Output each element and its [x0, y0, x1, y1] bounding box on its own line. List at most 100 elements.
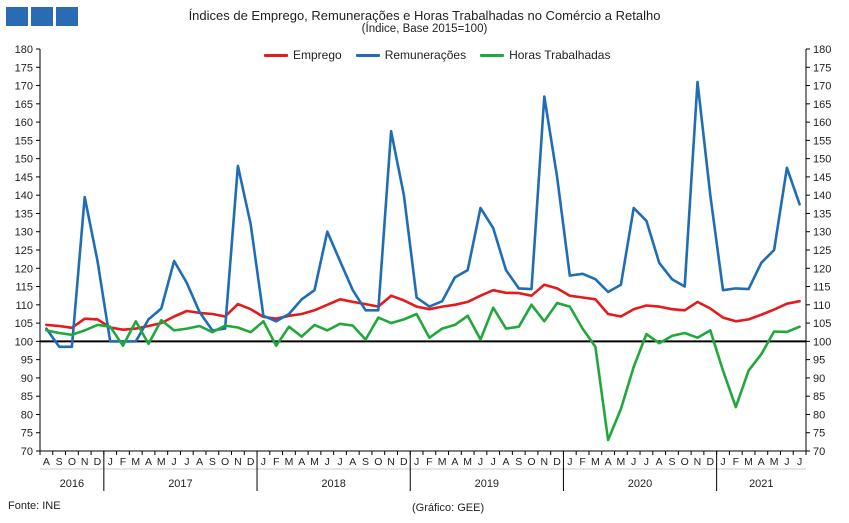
- y-tick-label-right: 70: [813, 446, 825, 458]
- x-tick-label: A: [145, 456, 152, 468]
- y-tick-label-right: 95: [813, 355, 825, 367]
- year-label: 2019: [475, 478, 499, 490]
- x-tick-label: J: [337, 456, 342, 468]
- y-tick-label-left: 100: [15, 336, 33, 348]
- y-tick-label-right: 130: [813, 227, 831, 239]
- x-tick-label: J: [567, 456, 572, 468]
- x-tick-label: J: [491, 456, 496, 468]
- x-tick-label: O: [374, 456, 382, 468]
- x-tick-label: D: [94, 456, 102, 468]
- x-tick-label: J: [720, 456, 725, 468]
- x-tick-label: M: [463, 456, 472, 468]
- logo-block: [31, 7, 53, 26]
- x-tick-label: D: [553, 456, 561, 468]
- y-tick-label-left: 145: [15, 172, 33, 184]
- x-tick-label: N: [387, 456, 395, 468]
- y-tick-label-right: 100: [813, 336, 831, 348]
- legend-label: Horas Trabalhadas: [509, 48, 611, 62]
- y-tick-label-right: 90: [813, 373, 825, 385]
- chart-title: Índices de Emprego, Remunerações e Horas…: [188, 8, 661, 23]
- year-label: 2020: [628, 478, 652, 490]
- y-tick-label-left: 155: [15, 135, 33, 147]
- y-tick-label-left: 80: [21, 409, 33, 421]
- legend-label: Remunerações: [384, 48, 467, 62]
- series-line-horas: [45, 301, 801, 442]
- x-tick-label: M: [438, 456, 447, 468]
- legend-item-emprego: Emprego: [264, 48, 342, 62]
- x-tick-label: S: [668, 456, 675, 468]
- y-tick-label-right: 135: [813, 208, 831, 220]
- x-tick-label: J: [171, 456, 176, 468]
- x-tick-label: M: [131, 456, 140, 468]
- logo-block: [6, 7, 28, 26]
- y-tick-label-right: 170: [813, 81, 831, 93]
- x-tick-label: A: [298, 456, 305, 468]
- y-tick-label-left: 150: [15, 154, 33, 166]
- y-tick-label-right: 180: [813, 44, 831, 56]
- y-tick-label-left: 175: [15, 62, 33, 74]
- x-tick-label: M: [157, 456, 166, 468]
- y-tick-label-left: 70: [21, 446, 33, 458]
- x-tick-label: F: [733, 456, 739, 468]
- x-tick-label: J: [414, 456, 419, 468]
- legend-swatch: [264, 53, 288, 57]
- x-tick-label: J: [784, 456, 789, 468]
- x-tick-label: J: [631, 456, 636, 468]
- legend-swatch: [480, 53, 505, 57]
- y-tick-label-left: 165: [15, 99, 33, 111]
- y-tick-label-left: 130: [15, 227, 33, 239]
- series-line-remuneracoes: [45, 80, 801, 349]
- x-tick-label: S: [56, 456, 63, 468]
- x-tick-label: A: [502, 456, 509, 468]
- x-tick-label: A: [605, 456, 612, 468]
- y-tick-label-right: 110: [813, 300, 831, 312]
- legend-item-horas: Horas Trabalhadas: [480, 48, 610, 62]
- x-tick-label: S: [362, 456, 369, 468]
- x-tick-label: D: [400, 456, 408, 468]
- year-label: 2017: [168, 478, 192, 490]
- y-tick-label-left: 125: [15, 245, 33, 257]
- x-tick-label: M: [617, 456, 626, 468]
- y-tick-label-left: 95: [21, 355, 33, 367]
- y-tick-label-right: 75: [813, 428, 825, 440]
- x-tick-label: J: [108, 456, 113, 468]
- chart-credit: (Gráfico: GEE): [412, 502, 485, 514]
- series-line-emprego: [45, 283, 801, 332]
- y-tick-label-left: 180: [15, 44, 33, 56]
- x-tick-label: N: [540, 456, 548, 468]
- y-tick-label-right: 145: [813, 172, 831, 184]
- y-tick-label-right: 165: [813, 99, 831, 111]
- y-tick-label-left: 120: [15, 263, 33, 275]
- y-tick-label-right: 140: [813, 190, 831, 202]
- year-label: 2018: [321, 478, 345, 490]
- x-tick-label: D: [706, 456, 714, 468]
- y-tick-label-left: 140: [15, 190, 33, 202]
- source-note: Fonte: INE: [8, 500, 61, 512]
- logo-block: [56, 7, 78, 26]
- y-tick-label-left: 160: [15, 117, 33, 129]
- x-tick-label: J: [478, 456, 483, 468]
- y-tick-label-right: 160: [813, 117, 831, 129]
- y-tick-label-left: 115: [15, 282, 33, 294]
- chart-legend: Emprego Remunerações Horas Trabalhadas: [264, 48, 610, 62]
- y-tick-label-right: 115: [813, 282, 831, 294]
- x-tick-label: M: [591, 456, 600, 468]
- y-tick-label-left: 170: [15, 81, 33, 93]
- y-tick-label-right: 155: [813, 135, 831, 147]
- y-tick-label-left: 75: [21, 428, 33, 440]
- y-tick-label-left: 85: [21, 391, 33, 403]
- x-tick-label: N: [234, 456, 242, 468]
- legend-label: Emprego: [293, 48, 342, 62]
- year-label: 2016: [60, 478, 84, 490]
- x-tick-label: J: [261, 456, 266, 468]
- y-tick-label-right: 120: [813, 263, 831, 275]
- x-tick-label: A: [451, 456, 458, 468]
- x-tick-label: J: [797, 456, 802, 468]
- x-tick-label: F: [273, 456, 279, 468]
- x-tick-label: M: [285, 456, 294, 468]
- x-tick-label: D: [247, 456, 255, 468]
- x-tick-label: O: [681, 456, 689, 468]
- x-tick-label: A: [196, 456, 203, 468]
- x-tick-label: S: [209, 456, 216, 468]
